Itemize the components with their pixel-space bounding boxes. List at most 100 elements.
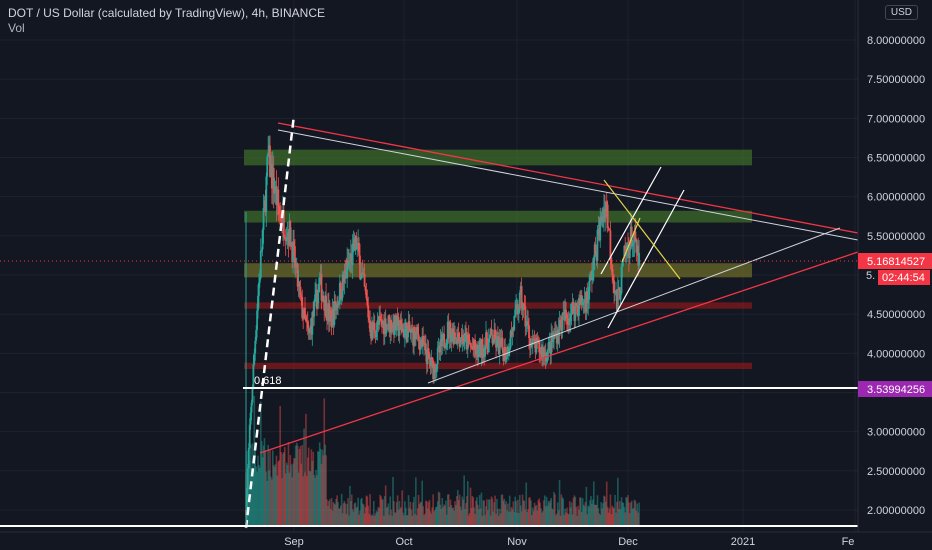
volume-bar	[478, 495, 481, 526]
volume-bar	[500, 494, 503, 526]
volume-bar	[420, 501, 423, 526]
volume-indicator-label[interactable]: Vol	[8, 21, 25, 35]
time-axis[interactable]: Sep Oct Nov Dec 2021 Fe	[0, 531, 932, 548]
candle-body	[509, 331, 512, 348]
volume-bar	[578, 509, 580, 526]
volume-bar	[576, 515, 578, 526]
candle-body	[549, 342, 552, 354]
channel-line-1[interactable]	[600, 166, 662, 275]
price-zone[interactable]	[244, 302, 752, 309]
volume-bar	[555, 513, 558, 526]
volume-bar	[373, 515, 376, 526]
candle-body	[246, 490, 248, 516]
candle-body	[547, 342, 550, 350]
volume-bar	[511, 509, 514, 526]
candle-body	[331, 308, 334, 328]
candle-body	[504, 346, 507, 360]
volume-bar	[422, 506, 424, 526]
candle-body	[603, 209, 606, 219]
candle-body	[416, 327, 419, 335]
candle-body	[348, 262, 350, 267]
volume-bar	[389, 496, 392, 526]
volume-bar	[610, 514, 613, 526]
price-zone[interactable]	[244, 149, 752, 166]
volume-bar	[403, 515, 405, 526]
candle-body	[465, 332, 467, 335]
volume-bar	[412, 502, 414, 526]
currency-button[interactable]: USD	[884, 5, 918, 20]
volume-bar	[479, 508, 482, 526]
candle-body	[387, 315, 390, 326]
yellow-channel-line-2[interactable]	[621, 217, 641, 263]
volume-bar	[331, 510, 334, 526]
volume-bar	[520, 511, 523, 526]
volume-bar	[259, 401, 262, 526]
volume-bar	[573, 495, 576, 526]
price-zone[interactable]	[244, 210, 752, 223]
volume-bar	[467, 515, 470, 526]
volume-bar	[301, 445, 304, 526]
white-lower-trendline[interactable]	[427, 227, 841, 384]
candle-body	[405, 322, 408, 343]
volume-bar	[521, 494, 524, 526]
candle-body	[477, 348, 480, 358]
candle-body	[598, 228, 601, 241]
volume-bar	[522, 500, 525, 526]
candle-body	[310, 325, 313, 335]
volume-bar	[382, 499, 384, 526]
volume-bar	[259, 467, 261, 526]
candle-body	[486, 344, 489, 353]
yellow-channel-line-1[interactable]	[603, 179, 681, 280]
time-tick-label: Nov	[507, 536, 527, 548]
volume-bar	[541, 512, 543, 526]
volume-bar	[247, 453, 250, 526]
volume-bar	[410, 509, 413, 526]
dashed-impulse-line[interactable]	[244, 114, 296, 529]
candle-body	[389, 320, 392, 333]
volume-bar	[286, 465, 289, 526]
candle-body	[534, 344, 537, 353]
volume-bar	[416, 508, 419, 526]
volume-bar	[283, 447, 286, 526]
volume-bar	[614, 494, 616, 526]
volume-bar	[528, 497, 530, 526]
volume-bar	[329, 508, 332, 526]
volume-bar	[638, 502, 640, 526]
volume-bar	[563, 514, 565, 526]
volume-bar	[295, 442, 298, 526]
candle-body	[542, 348, 544, 359]
volume-bar	[457, 500, 460, 526]
candle-body	[599, 218, 602, 241]
volume-bar	[580, 497, 582, 526]
volume-bar	[418, 504, 421, 526]
candle-body	[597, 228, 600, 230]
candle-body	[380, 319, 382, 321]
volume-bar	[427, 501, 430, 526]
red-lower-trendline[interactable]	[259, 251, 859, 454]
volume-bar	[532, 511, 535, 526]
volume-bar	[339, 505, 342, 526]
volume-bar	[602, 503, 604, 526]
white-upper-trendline[interactable]	[277, 129, 859, 241]
candle-body	[431, 357, 434, 361]
volume-bar	[441, 498, 444, 526]
channel-line-2[interactable]	[607, 189, 685, 329]
volume-bar	[313, 474, 315, 526]
price-axis-ticks: 8.00000000 7.50000000 7.00000000 6.50000000…	[867, 35, 925, 517]
candle-body	[269, 145, 271, 177]
candle-body	[472, 348, 475, 350]
volume-bar	[260, 441, 263, 526]
trendline-drawings[interactable]: 0.618	[0, 114, 859, 529]
volume-bar	[361, 497, 363, 526]
price-axis[interactable]: 8.00000000 7.50000000 7.00000000 6.50000000…	[857, 0, 932, 532]
candle-body	[515, 304, 517, 310]
candle-body	[342, 274, 345, 283]
price-zone[interactable]	[244, 362, 752, 369]
volume-bar	[394, 512, 397, 526]
price-zone[interactable]	[244, 263, 752, 278]
volume-bars	[245, 395, 640, 526]
red-upper-trendline[interactable]	[277, 122, 859, 234]
volume-bar	[481, 515, 484, 526]
candle-body	[393, 322, 395, 335]
